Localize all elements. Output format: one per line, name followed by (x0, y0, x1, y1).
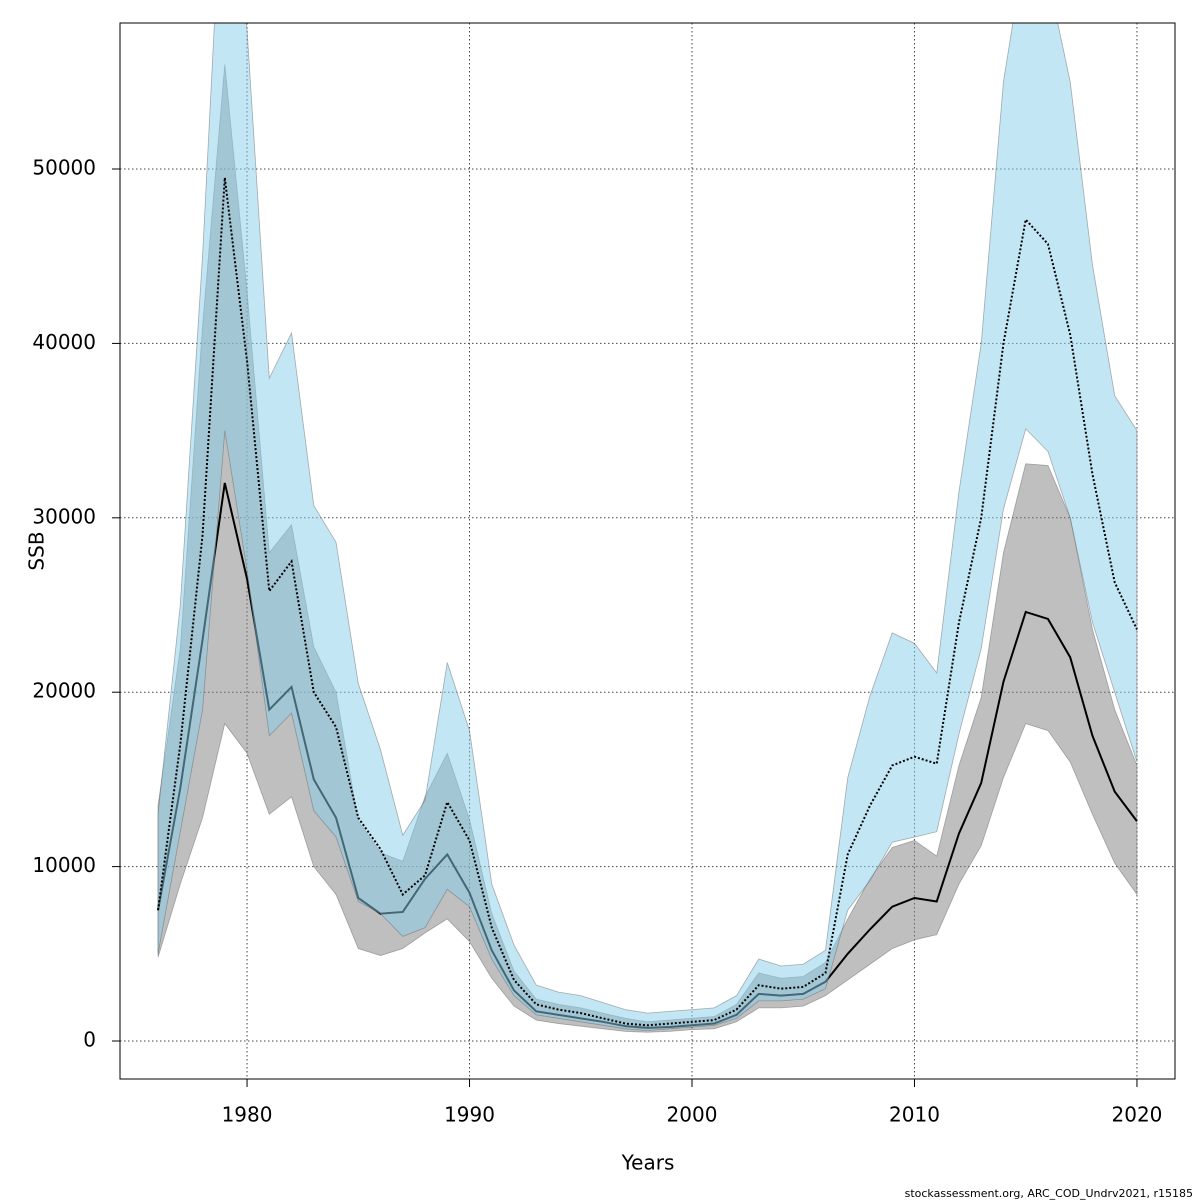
x-tick-label: 1980 (222, 1103, 273, 1127)
y-tick-label: 0 (83, 1027, 96, 1051)
plot-area (120, 23, 1175, 1079)
x-tick-label: 2020 (1112, 1103, 1163, 1127)
y-axis-label: SSB (25, 531, 49, 570)
plot-frame (119, 22, 1176, 1080)
series-line (157, 177, 1138, 1027)
confidence-band (157, 23, 1138, 1031)
y-tick-label: 10000 (32, 853, 96, 877)
x-tick-label: 1990 (444, 1103, 495, 1127)
y-tick-label: 40000 (32, 330, 96, 354)
y-tick-label: 30000 (32, 504, 96, 528)
x-axis-label: Years (621, 1151, 675, 1175)
footer: stockassessment.org, ARC_COD_Undrv2021, … (905, 1187, 1193, 1200)
x-tick-label: 2000 (667, 1103, 718, 1127)
y-tick-label: 50000 (32, 156, 96, 180)
y-tick-label: 20000 (32, 679, 96, 703)
x-tick-label: 2010 (889, 1103, 940, 1127)
